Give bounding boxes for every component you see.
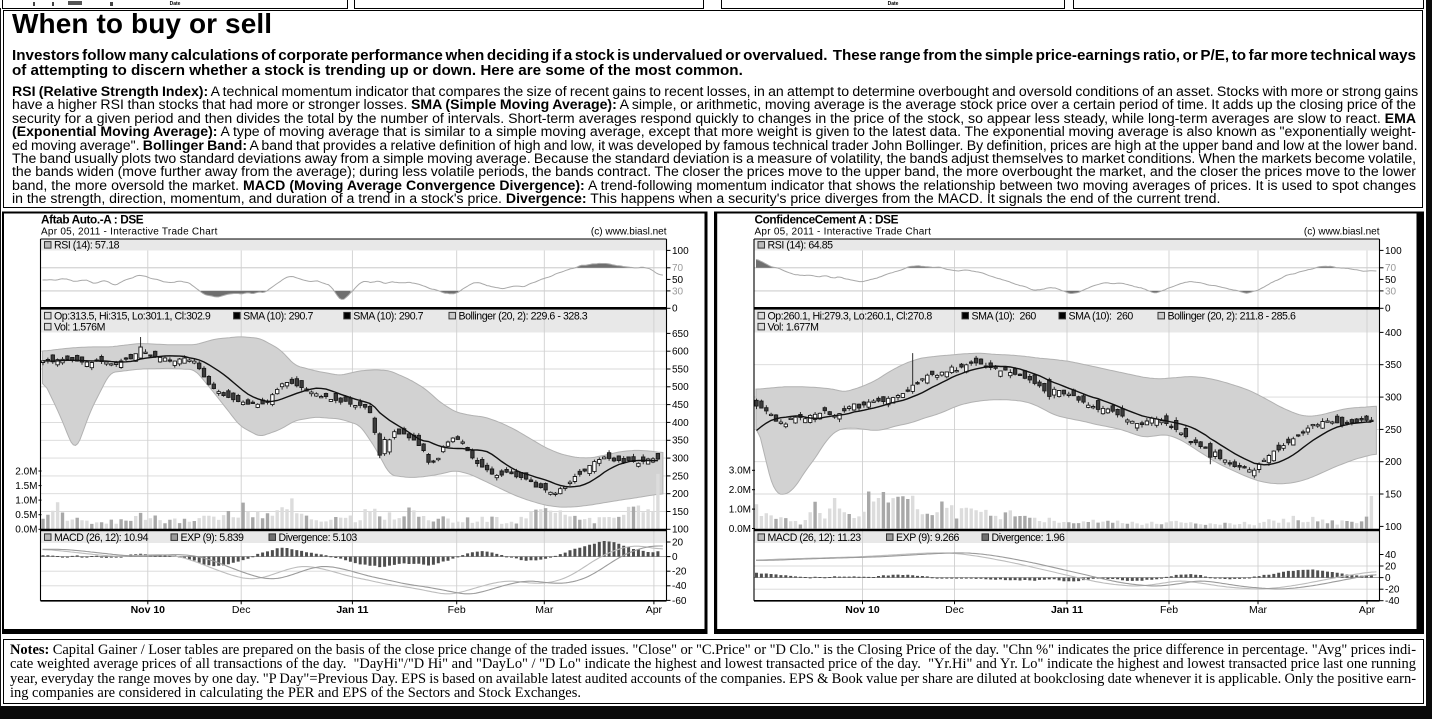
svg-text:500: 500 <box>672 382 689 393</box>
svg-text:Divergence: 5.103: Divergence: 5.103 <box>279 532 358 544</box>
svg-text:250: 250 <box>672 471 689 482</box>
svg-text:Op:260.1, Hi:279.3, Lo:260.1,: Op:260.1, Hi:279.3, Lo:260.1, Cl:270.8 <box>768 310 933 322</box>
svg-text:Feb: Feb <box>1160 604 1178 616</box>
svg-text:SMA (10): 260: SMA (10): 260 <box>1069 310 1134 322</box>
svg-text:200: 200 <box>1385 457 1402 468</box>
svg-text:450: 450 <box>672 400 689 411</box>
svg-text:3.0M: 3.0M <box>729 466 751 477</box>
svg-text:Bollinger (20, 2): 229.6 - 328: Bollinger (20, 2): 229.6 - 328.3 <box>459 310 588 322</box>
svg-text:-40: -40 <box>1385 596 1400 607</box>
svg-text:Divergence: 1.96: Divergence: 1.96 <box>992 532 1065 544</box>
svg-text:RSI (14): 57.18: RSI (14): 57.18 <box>54 240 120 252</box>
svg-text:EXP (9): 5.839: EXP (9): 5.839 <box>181 532 245 544</box>
svg-text:SMA (10): 290.7: SMA (10): 290.7 <box>243 310 313 322</box>
svg-text:50: 50 <box>672 275 684 286</box>
svg-text:Aftab Auto.-A : DSE: Aftab Auto.-A : DSE <box>41 213 144 227</box>
svg-text:RSI (14): 64.85: RSI (14): 64.85 <box>768 240 834 252</box>
svg-text:350: 350 <box>1385 360 1402 371</box>
svg-text:1.0M: 1.0M <box>15 496 37 507</box>
svg-text:Nov 10: Nov 10 <box>131 604 166 616</box>
svg-text:250: 250 <box>1385 425 1402 436</box>
svg-text:-40: -40 <box>672 581 687 592</box>
svg-text:Apr 05, 2011 - Interactive Tra: Apr 05, 2011 - Interactive Trade Chart <box>41 226 218 237</box>
svg-text:Jan 11: Jan 11 <box>336 604 368 616</box>
svg-text:Dec: Dec <box>232 604 251 616</box>
svg-text:300: 300 <box>672 454 689 465</box>
svg-text:20: 20 <box>672 537 684 548</box>
svg-text:2.0M: 2.0M <box>15 466 37 477</box>
svg-text:Mar: Mar <box>535 604 554 616</box>
svg-text:150: 150 <box>672 507 689 518</box>
svg-text:150: 150 <box>1385 489 1402 500</box>
svg-text:600: 600 <box>672 347 689 358</box>
svg-text:550: 550 <box>672 364 689 375</box>
svg-text:Mar: Mar <box>1249 604 1268 616</box>
svg-text:Feb: Feb <box>448 604 466 616</box>
svg-text:0.0M: 0.0M <box>729 524 751 535</box>
svg-text:Vol: 1.576M: Vol: 1.576M <box>54 321 105 333</box>
svg-text:30: 30 <box>1385 286 1397 297</box>
svg-text:0.5M: 0.5M <box>15 510 37 521</box>
svg-text:0.0M: 0.0M <box>15 525 37 536</box>
svg-text:(c) www.biasl.net: (c) www.biasl.net <box>591 226 667 237</box>
svg-text:MACD (26, 12): 10.94: MACD (26, 12): 10.94 <box>54 532 149 544</box>
svg-text:100: 100 <box>1385 246 1402 257</box>
svg-text:50: 50 <box>1385 275 1397 286</box>
svg-text:Op:313.5, Hi:315, Lo:301.1, Cl: Op:313.5, Hi:315, Lo:301.1, Cl:302.9 <box>54 310 211 322</box>
svg-text:Nov 10: Nov 10 <box>845 604 880 616</box>
svg-text:-20: -20 <box>1385 585 1400 596</box>
svg-text:650: 650 <box>672 329 689 340</box>
svg-text:0: 0 <box>672 304 678 315</box>
svg-text:200: 200 <box>672 489 689 500</box>
svg-text:Bollinger (20, 2): 211.8 - 285: Bollinger (20, 2): 211.8 - 285.6 <box>1168 310 1296 322</box>
svg-text:0: 0 <box>672 552 678 563</box>
svg-text:1.5M: 1.5M <box>15 481 37 492</box>
svg-text:400: 400 <box>1385 328 1402 339</box>
svg-text:MACD (26, 12): 11.23: MACD (26, 12): 11.23 <box>768 532 862 544</box>
svg-text:SMA (10): 260: SMA (10): 260 <box>972 310 1037 322</box>
svg-text:-60: -60 <box>672 596 687 607</box>
svg-text:70: 70 <box>1385 263 1397 274</box>
svg-text:350: 350 <box>672 436 689 447</box>
svg-text:Apr: Apr <box>1359 604 1376 616</box>
svg-text:ConfidenceCement A : DSE: ConfidenceCement A : DSE <box>755 213 899 227</box>
svg-text:(c) www.biasl.net: (c) www.biasl.net <box>1304 226 1380 237</box>
svg-text:2.0M: 2.0M <box>729 485 751 496</box>
svg-text:Dec: Dec <box>945 604 964 616</box>
svg-text:20: 20 <box>1385 561 1397 572</box>
svg-text:Vol: 1.677M: Vol: 1.677M <box>768 321 819 333</box>
svg-text:30: 30 <box>672 286 684 297</box>
svg-text:Jan 11: Jan 11 <box>1051 604 1083 616</box>
svg-text:SMA (10): 290.7: SMA (10): 290.7 <box>353 310 423 322</box>
svg-text:1.0M: 1.0M <box>729 505 751 516</box>
svg-text:0: 0 <box>1385 573 1391 584</box>
svg-text:100: 100 <box>1385 522 1402 533</box>
svg-text:40: 40 <box>1385 550 1397 561</box>
svg-text:100: 100 <box>672 246 689 257</box>
svg-text:Apr: Apr <box>646 604 663 616</box>
svg-text:300: 300 <box>1385 393 1402 404</box>
svg-text:EXP (9): 9.266: EXP (9): 9.266 <box>896 532 960 544</box>
svg-text:100: 100 <box>672 525 689 536</box>
svg-text:400: 400 <box>672 418 689 429</box>
svg-text:0: 0 <box>1385 304 1391 315</box>
svg-text:70: 70 <box>672 263 684 274</box>
svg-text:Apr 05, 2011 - Interactive Tra: Apr 05, 2011 - Interactive Trade Chart <box>755 226 932 237</box>
svg-text:-20: -20 <box>672 567 687 578</box>
